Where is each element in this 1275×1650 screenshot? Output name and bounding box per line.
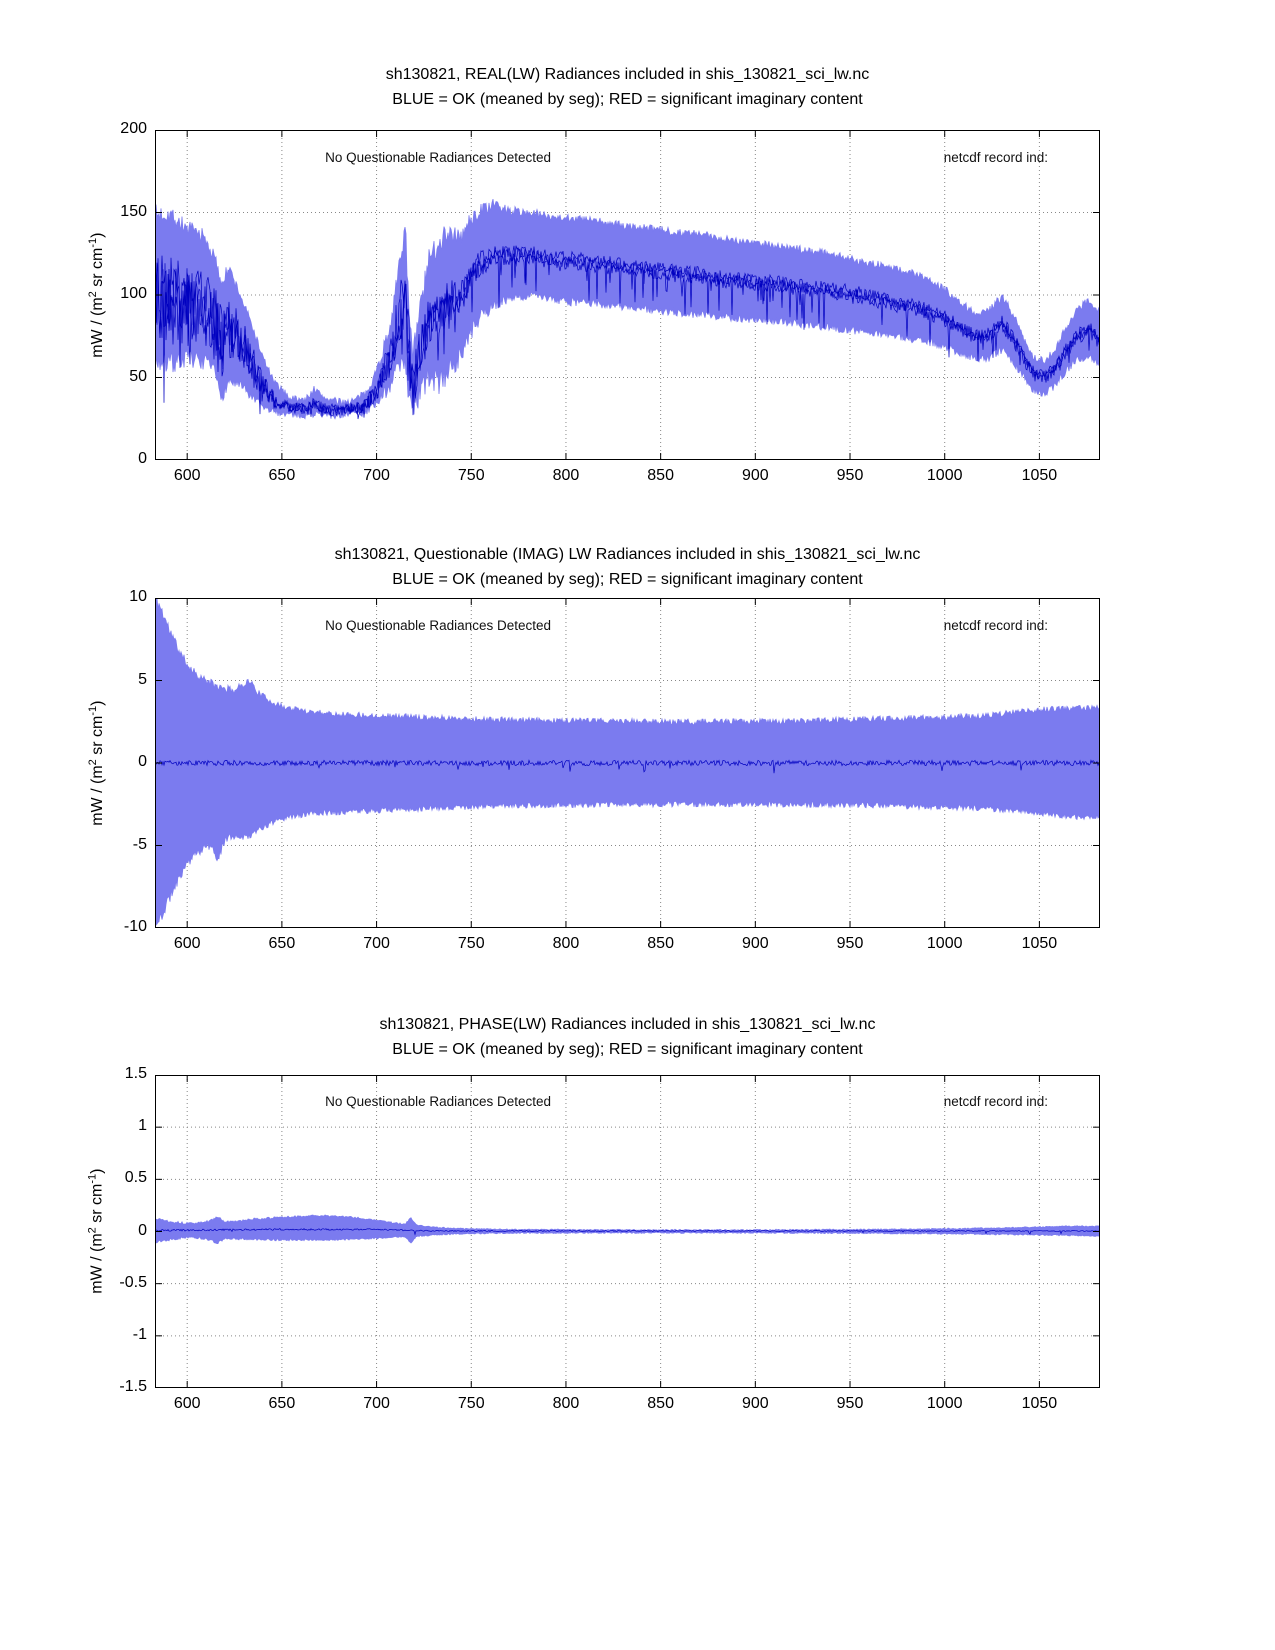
y-tick-label: 100: [120, 285, 147, 302]
y-tick-label: 0.5: [124, 1169, 147, 1187]
y-axis-label-text: mW / (m: [89, 297, 107, 358]
x-tick-label: 650: [268, 1395, 296, 1412]
annotation-netcdf-record: netcdf record ind:: [943, 617, 1049, 633]
plot-area-real: No Questionable Radiances Detected netcd…: [120, 120, 1100, 484]
x-tick-label: 1000: [926, 467, 963, 484]
chart-header: sh130821, PHASE(LW) Radiances included i…: [155, 1012, 1100, 1062]
x-tick-label: 600: [173, 935, 201, 952]
chart-canvas: [155, 130, 1100, 460]
x-tick-label: 600: [173, 467, 201, 484]
x-tick-label: 1050: [1021, 1395, 1058, 1412]
x-tick-label: 900: [741, 1395, 769, 1412]
chart-title: sh130821, REAL(LW) Radiances included in…: [385, 66, 870, 83]
figure-imag-lw: sh130821, Questionable (IMAG) LW Radianc…: [0, 520, 1275, 998]
plot-area-phase: No Questionable Radiances Detected netcd…: [119, 1065, 1100, 1412]
x-tick-label: 1050: [1021, 935, 1058, 952]
x-tick-label: 950: [836, 467, 864, 484]
x-tick-label: 1050: [1021, 467, 1058, 484]
y-tick-label: -1: [132, 1325, 147, 1343]
y-tick-label: 1.5: [124, 1065, 147, 1082]
x-tick-label: 750: [457, 935, 485, 952]
y-tick-label: 0: [138, 450, 147, 467]
x-tick-label: 1000: [926, 1395, 963, 1412]
figure-real-lw: sh130821, REAL(LW) Radiances included in…: [0, 0, 1275, 520]
x-tick-label: 650: [268, 467, 296, 484]
plot-area-imag: No Questionable Radiances Detected netcd…: [124, 588, 1100, 952]
y-axis-label-sup: -1: [86, 705, 99, 716]
y-tick-label: 5: [138, 670, 147, 688]
x-tick-label: 850: [647, 1395, 674, 1412]
y-tick-label: -5: [132, 835, 147, 853]
y-tick-label: 1: [138, 1117, 147, 1135]
y-tick-label: 50: [129, 367, 147, 385]
x-tick-label: 700: [363, 1395, 390, 1412]
chart-header: sh130821, Questionable (IMAG) LW Radianc…: [155, 542, 1100, 592]
x-tick-label: 950: [836, 1395, 864, 1412]
chart-canvas: [155, 598, 1100, 928]
x-tick-label: 900: [741, 935, 769, 952]
y-tick-label: 10: [129, 588, 147, 605]
y-tick-label: 150: [120, 202, 147, 220]
x-tick-label: 750: [457, 467, 485, 484]
x-tick-label: 650: [268, 935, 296, 952]
x-tick-label: 750: [457, 1395, 485, 1412]
x-tick-label: 850: [647, 467, 674, 484]
x-tick-label: 850: [647, 935, 674, 952]
y-axis-label-text: mW / (m: [89, 765, 107, 826]
x-tick-label: 700: [363, 935, 390, 952]
x-tick-label: 800: [552, 1395, 580, 1412]
annotation-netcdf-record: netcdf record ind:: [943, 1093, 1049, 1109]
y-tick-label: -1.5: [119, 1378, 147, 1395]
x-tick-label: 1000: [926, 935, 963, 952]
chart-header: sh130821, REAL(LW) Radiances included in…: [155, 62, 1100, 112]
y-tick-label: 0: [138, 753, 147, 770]
figure-phase-lw: sh130821, PHASE(LW) Radiances included i…: [0, 998, 1275, 1650]
chart-title: sh130821, Questionable (IMAG) LW Radianc…: [334, 546, 921, 563]
chart-subtitle: BLUE = OK (meaned by seg); RED = signifi…: [392, 1041, 863, 1058]
x-tick-label: 950: [836, 935, 864, 952]
y-axis-label-text: ): [89, 700, 107, 706]
x-tick-label: 800: [552, 467, 580, 484]
y-tick-label: 0: [138, 1221, 147, 1239]
x-tick-label: 900: [741, 467, 769, 484]
x-tick-label: 600: [173, 1395, 201, 1412]
chart-subtitle: BLUE = OK (meaned by seg); RED = signifi…: [392, 571, 863, 588]
y-axis-label-text: ): [89, 232, 107, 238]
y-tick-label: -10: [123, 918, 147, 935]
y-tick-label: 200: [120, 120, 147, 137]
annotation-netcdf-record: netcdf record ind:: [943, 149, 1049, 165]
x-tick-label: 800: [552, 935, 580, 952]
chart-canvas: [155, 1075, 1100, 1388]
y-axis-label-sup: -1: [86, 237, 99, 248]
chart-subtitle: BLUE = OK (meaned by seg); RED = signifi…: [392, 91, 863, 108]
annotation-status: No Questionable Radiances Detected: [325, 617, 551, 633]
x-tick-label: 700: [363, 467, 390, 484]
y-tick-label: -0.5: [119, 1273, 147, 1291]
annotation-status: No Questionable Radiances Detected: [325, 1093, 551, 1109]
chart-title: sh130821, PHASE(LW) Radiances included i…: [379, 1016, 876, 1033]
annotation-status: No Questionable Radiances Detected: [325, 149, 551, 165]
